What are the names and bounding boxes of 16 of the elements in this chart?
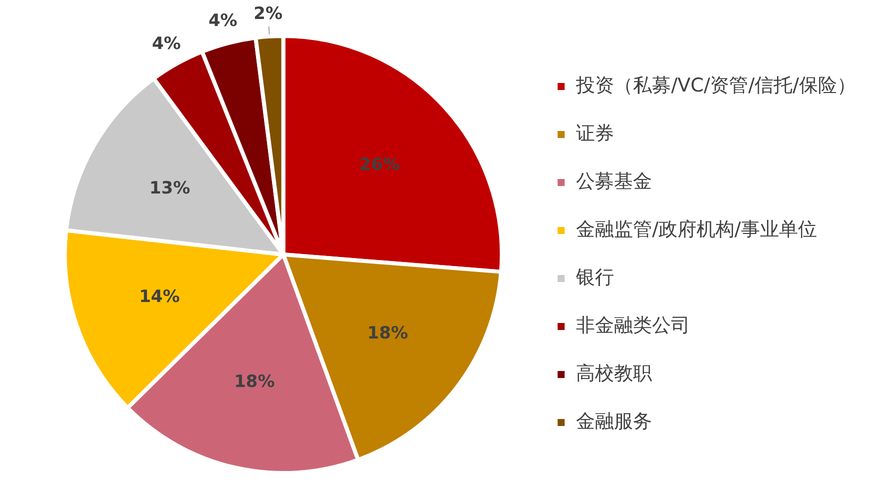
data-label: 26% xyxy=(359,154,400,175)
data-label: 18% xyxy=(234,372,275,392)
data-label: 18% xyxy=(367,323,408,344)
legend-label: 银行 xyxy=(575,266,614,288)
data-label: 4% xyxy=(208,11,238,32)
legend-label: 金融服务 xyxy=(576,410,652,432)
legend-label: 公募基金 xyxy=(576,170,652,192)
data-label: 13% xyxy=(149,178,190,198)
data-label: 4% xyxy=(152,34,181,54)
legend-label: 非金融类公司 xyxy=(576,314,690,336)
legend-label: 高校教职 xyxy=(576,362,652,384)
legend-label: 证券 xyxy=(576,122,614,144)
legend-label: 投资（私募/VC/资管/信托/保险） xyxy=(575,74,856,96)
data-label: 2% xyxy=(254,4,282,24)
legend-label: 金融监管/政府机构/事业单位 xyxy=(576,218,817,240)
data-label: 14% xyxy=(139,286,180,307)
